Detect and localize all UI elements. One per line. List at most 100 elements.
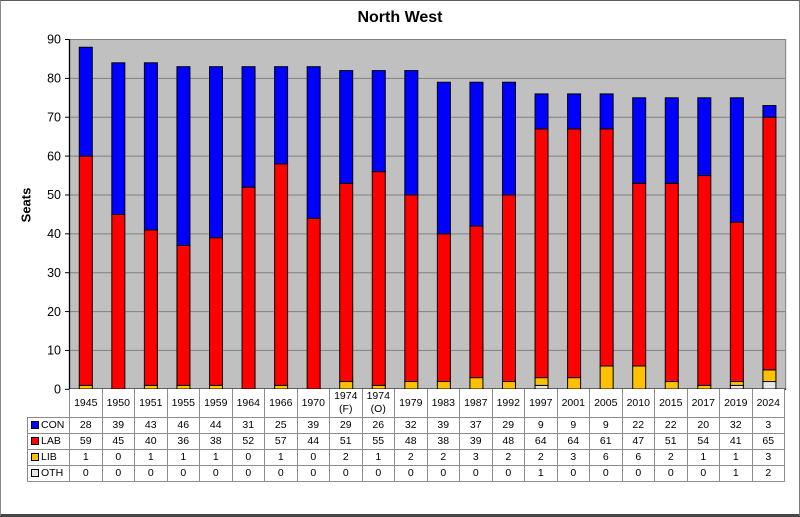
value-cell: 0 — [621, 464, 655, 482]
bar-segment-lab — [436, 233, 451, 383]
y-tick-label: 60 — [47, 149, 61, 163]
value-cell: 26 — [361, 416, 395, 434]
y-tick-label: 10 — [47, 344, 61, 358]
value-cell: 39 — [296, 416, 330, 434]
value-cell: 0 — [296, 448, 330, 466]
value-cell: 0 — [459, 464, 493, 482]
value-cell: 29 — [491, 416, 525, 434]
value-cell: 0 — [166, 464, 200, 482]
y-tick-label: 0 — [54, 383, 61, 397]
bar-segment-con — [339, 70, 354, 184]
y-tick-label: 30 — [47, 266, 61, 280]
value-cell: 0 — [361, 464, 395, 482]
legend-label: LAB — [41, 435, 61, 447]
legend-swatch-con — [31, 421, 39, 429]
bar-segment-lab — [664, 182, 679, 383]
value-cell: 2 — [394, 448, 428, 466]
value-cell: 0 — [686, 464, 720, 482]
value-cell: 0 — [231, 464, 265, 482]
value-cell: 9 — [524, 416, 558, 434]
bar-segment-lib — [632, 365, 647, 390]
bar-segment-lab — [111, 213, 126, 390]
legend-swatch-lib — [31, 453, 39, 461]
y-tick-label: 90 — [47, 33, 61, 47]
table-row-lib: LIB 1 0 1 1 1 0 1 0 2 1 2 2 3 2 2 3 6 6 2 1 1 3 — [27, 448, 785, 466]
value-cell: 52 — [231, 432, 265, 450]
value-cell: 54 — [686, 432, 720, 450]
year-label: 1955 — [166, 389, 200, 418]
bar-segment-con — [111, 62, 126, 215]
bar-segment-lib — [599, 365, 614, 390]
value-cell: 22 — [621, 416, 655, 434]
value-cell: 3 — [751, 448, 785, 466]
value-cell: 45 — [101, 432, 135, 450]
value-cell: 47 — [621, 432, 655, 450]
legend-cell-lab: LAB — [27, 432, 70, 450]
bar-segment-lib — [469, 377, 484, 390]
legend-swatch-oth — [31, 469, 39, 477]
value-cell: 64 — [556, 432, 590, 450]
year-label: 1959 — [199, 389, 233, 418]
year-label: 1951 — [134, 389, 168, 418]
value-cell: 3 — [556, 448, 590, 466]
y-tick-label: 50 — [47, 188, 61, 202]
value-cell: 55 — [361, 432, 395, 450]
value-cell: 2 — [491, 448, 525, 466]
value-cell: 9 — [556, 416, 590, 434]
legend-swatch-lab — [31, 437, 39, 445]
bar-segment-lib — [567, 377, 582, 390]
value-cell: 0 — [426, 464, 460, 482]
year-label: 2015 — [654, 389, 688, 418]
value-cell: 1 — [686, 448, 720, 466]
y-tick-label: 70 — [47, 110, 61, 124]
legend-cell-con: CON — [27, 416, 70, 434]
bar-segment-con — [241, 66, 256, 188]
bar-segment-con — [632, 97, 647, 184]
year-label: 1970 — [296, 389, 330, 418]
value-cell: 0 — [329, 464, 363, 482]
bar-segment-con — [599, 93, 614, 130]
value-cell: 6 — [621, 448, 655, 466]
bar-segment-lab — [241, 186, 256, 390]
bar-segment-lab — [501, 194, 516, 383]
bar-segment-lab — [697, 175, 712, 386]
bar-segment-lab — [78, 155, 93, 386]
value-cell: 38 — [199, 432, 233, 450]
year-label: 1992 — [491, 389, 525, 418]
value-cell: 1 — [69, 448, 103, 466]
bar-segment-con — [208, 66, 223, 239]
year-label: 2017 — [686, 389, 720, 418]
bar-segment-con — [697, 97, 712, 177]
value-cell: 6 — [589, 448, 623, 466]
bar-segment-con — [664, 97, 679, 184]
value-cell: 1 — [166, 448, 200, 466]
chart-title: North West — [357, 9, 443, 26]
legend-label: OTH — [41, 467, 64, 479]
bar-segment-con — [534, 93, 549, 130]
year-label: 1983 — [426, 389, 460, 418]
year-label: 1979 — [394, 389, 428, 418]
value-cell: 1 — [719, 464, 753, 482]
bar-segment-lab — [599, 128, 614, 367]
bar-segment-lab — [762, 116, 777, 371]
value-cell: 41 — [719, 432, 753, 450]
bar-segment-lab — [729, 221, 744, 383]
bar-segment-lab — [534, 128, 549, 379]
legend-entry: LIB — [29, 451, 69, 463]
value-cell: 28 — [69, 416, 103, 434]
year-label: 1966 — [264, 389, 298, 418]
value-cell: 39 — [459, 432, 493, 450]
value-cell: 44 — [199, 416, 233, 434]
bar-segment-lab — [274, 163, 289, 386]
year-label: 1974 (O) — [361, 389, 395, 418]
value-cell: 0 — [134, 464, 168, 482]
year-label: 2019 — [719, 389, 753, 418]
data-table: 1945 1950 1951 1955 1959 1964 1966 1970 1974 (F)… — [27, 389, 785, 482]
year-label: 2001 — [556, 389, 590, 418]
value-cell: 0 — [199, 464, 233, 482]
year-label: 1950 — [101, 389, 135, 418]
value-cell: 57 — [264, 432, 298, 450]
bar-segment-lib — [534, 377, 549, 386]
bar-segment-lab — [208, 237, 223, 386]
value-cell: 29 — [329, 416, 363, 434]
